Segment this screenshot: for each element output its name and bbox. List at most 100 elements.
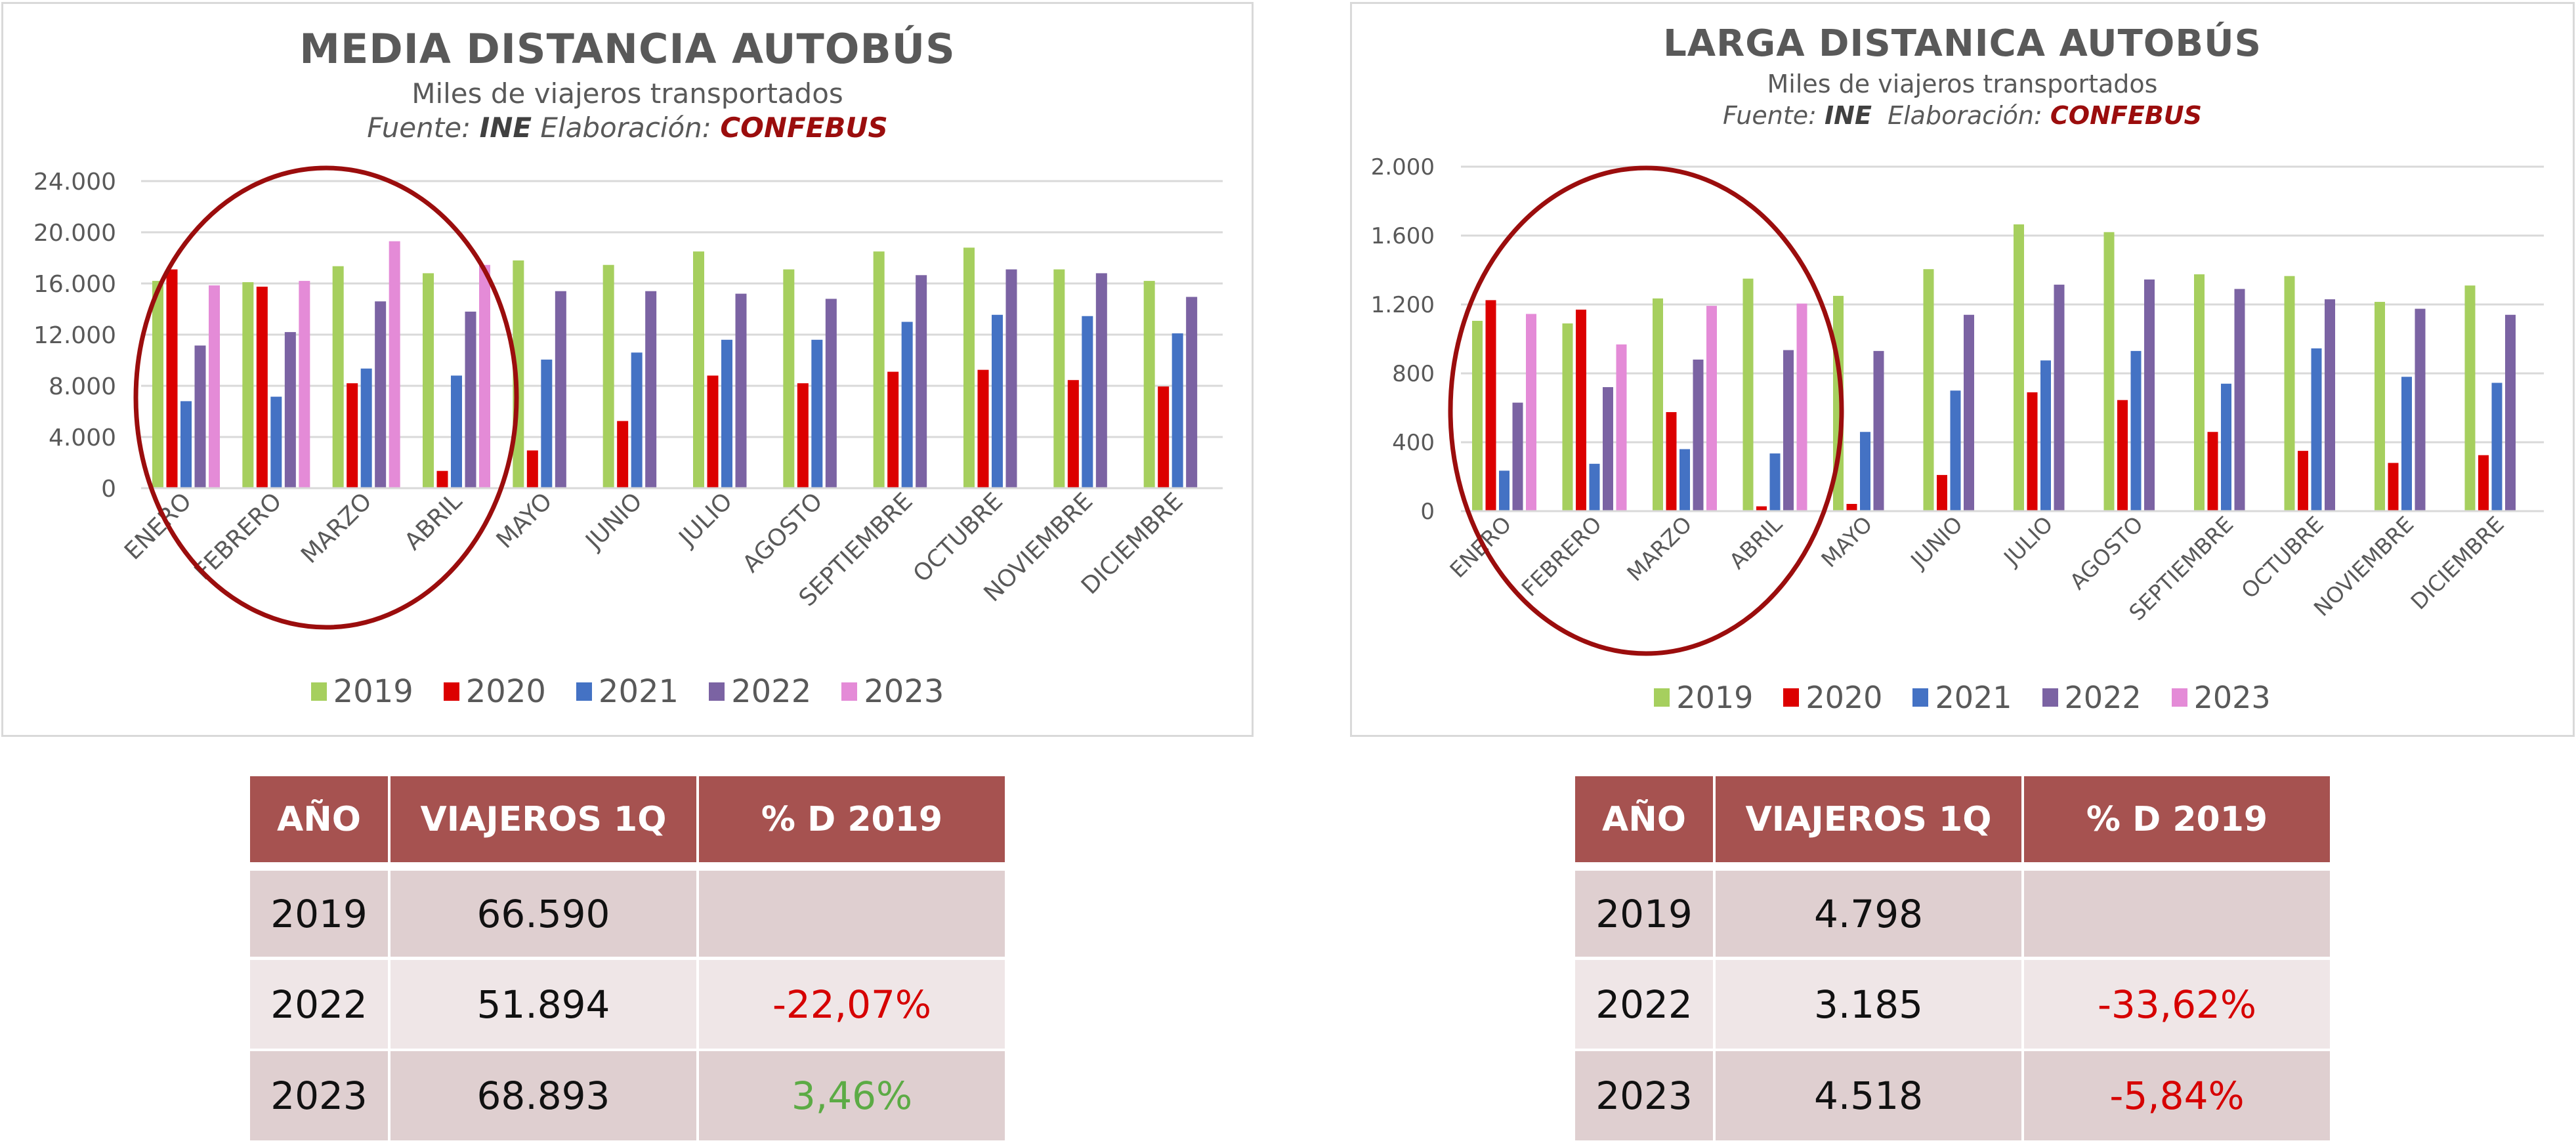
bar-2021-abril	[1769, 453, 1781, 511]
bar-2022-septiembre	[916, 275, 927, 488]
legend-swatch	[841, 682, 858, 701]
y-tick-label: 1.600	[1371, 223, 1435, 249]
bar-2021-enero	[180, 401, 192, 488]
legend-item-2019: 2019	[310, 673, 413, 710]
chart-title: MEDIA DISTANCIA AUTOBÚS	[299, 25, 956, 73]
legend-label: 2020	[465, 673, 546, 710]
bar-2021-diciembre	[1172, 333, 1183, 488]
x-tick-label: DICIEMBRE	[2405, 511, 2508, 614]
bar-2021-octubre	[992, 314, 1003, 488]
legend-label: 2019	[333, 673, 413, 710]
x-tick-label: JUNIO	[580, 488, 648, 555]
bar-2019-marzo	[332, 266, 344, 488]
bar-2023-marzo	[389, 241, 400, 488]
bar-2021-febrero	[270, 396, 282, 488]
bar-2023-abril	[1796, 303, 1807, 511]
bar-2022-octubre	[2325, 299, 2335, 511]
cell-year: 2019	[1575, 871, 1713, 957]
bar-2021-noviembre	[1082, 316, 1093, 488]
y-tick-label: 1.200	[1371, 292, 1435, 318]
bar-2020-marzo	[1666, 412, 1677, 511]
bar-2021-septiembre	[2221, 383, 2231, 511]
chart-title: LARGA DISTANICA AUTOBÚS	[1663, 22, 2262, 65]
bar-2020-marzo	[347, 383, 358, 488]
bar-2022-mayo	[1873, 350, 1884, 511]
bar-2023-febrero	[1616, 344, 1627, 511]
legend-swatch	[709, 682, 725, 701]
bar-2022-noviembre	[2415, 308, 2426, 511]
legend-swatch	[310, 682, 327, 701]
x-tick-label: OCTUBRE	[2236, 511, 2329, 604]
chart-legend: 2019 2020 2021 2022 2023	[1352, 680, 2573, 715]
bar-2021-agosto	[2130, 350, 2142, 511]
bar-2020-agosto	[797, 383, 809, 488]
bar-2021-junio	[1950, 390, 1961, 511]
cell-viajeros: 66.590	[391, 871, 696, 957]
bar-2020-septiembre	[2207, 432, 2218, 511]
legend-swatch	[2042, 688, 2058, 707]
bar-2022-abril	[1783, 350, 1794, 511]
header-viajeros: VIAJEROS 1Q	[1716, 776, 2021, 862]
bar-2022-julio	[735, 293, 747, 488]
x-tick-label: JULIO	[1998, 511, 2058, 571]
bar-2022-agosto	[825, 299, 837, 488]
bar-2020-junio	[1937, 474, 1947, 511]
bar-2019-enero	[1472, 320, 1483, 511]
bar-2019-octubre	[2284, 276, 2295, 511]
bar-2021-febrero	[1589, 463, 1600, 511]
table-row: 2019 4.798	[1575, 871, 2330, 957]
bar-2020-octubre	[977, 369, 989, 488]
bar-2019-abril	[423, 273, 434, 488]
chart-source: Fuente: INE Elaboración: CONFEBUS	[3, 112, 1252, 144]
x-tick-label: FEBRERO	[1517, 511, 1607, 601]
legend-label: 2023	[2193, 680, 2271, 715]
cell-viajeros: 3.185	[1716, 960, 2021, 1049]
bar-2020-abril	[1756, 506, 1767, 511]
bar-2020-noviembre	[2388, 463, 2399, 511]
source-prefix: Fuente:	[367, 112, 471, 144]
bar-2021-octubre	[2311, 348, 2322, 511]
bar-2022-marzo	[1693, 360, 1704, 511]
bar-2020-julio	[2027, 392, 2038, 511]
bar-2023-marzo	[1706, 306, 1717, 511]
x-tick-label: ENERO	[1445, 511, 1516, 583]
bar-2019-febrero	[1562, 323, 1573, 511]
bar-2022-mayo	[555, 291, 566, 488]
cell-year: 2019	[250, 871, 388, 957]
highlight-ellipse	[1448, 165, 1844, 656]
table-row: 2019 66.590	[250, 871, 1005, 957]
bar-2019-septiembre	[2194, 274, 2205, 511]
legend-swatch	[576, 682, 592, 701]
source-name: INE	[479, 112, 532, 144]
bar-2021-septiembre	[901, 322, 913, 488]
bar-2021-julio	[2040, 360, 2051, 511]
bar-2020-octubre	[2298, 451, 2308, 511]
elab-name: CONFEBUS	[720, 112, 888, 144]
table-row: 2023 68.893 3,46%	[250, 1051, 1005, 1140]
chart-subtitle: Miles de viajeros transportados	[412, 77, 843, 110]
bar-2020-junio	[617, 421, 629, 488]
bar-2022-agosto	[2144, 279, 2155, 511]
bar-2019-diciembre	[2464, 285, 2476, 511]
cell-pct: -33,62%	[2024, 960, 2330, 1049]
cell-viajeros: 51.894	[391, 960, 696, 1049]
cell-year: 2022	[1575, 960, 1713, 1049]
x-tick-label: ABRIL	[1724, 511, 1787, 574]
bar-2022-junio	[645, 291, 657, 488]
y-tick-label: 20.000	[33, 220, 116, 247]
bar-2021-abril	[451, 375, 462, 488]
chart-plot: 04.0008.00012.00016.00020.00024.000ENERO…	[33, 165, 1223, 630]
y-tick-label: 2.000	[1371, 154, 1435, 180]
chart-plot: 0 400 800 1.200 1.600 2.000 ENERO FEBRERO MARZO A…	[1371, 154, 2544, 656]
legend-item-2023: 2023	[2171, 680, 2271, 715]
bar-2019-julio	[693, 251, 704, 488]
bar-2022-febrero	[1603, 387, 1613, 511]
bar-2019-abril	[1742, 278, 1754, 511]
bar-2021-noviembre	[2401, 377, 2412, 511]
cell-year: 2022	[250, 960, 388, 1049]
bar-2022-noviembre	[1095, 273, 1107, 488]
header-year: AÑO	[1575, 776, 1713, 862]
table-row: 2022 51.894 -22,07%	[250, 960, 1005, 1049]
x-tick-label: MAYO	[492, 488, 558, 554]
x-tick-label: OCTUBRE	[908, 488, 1008, 587]
